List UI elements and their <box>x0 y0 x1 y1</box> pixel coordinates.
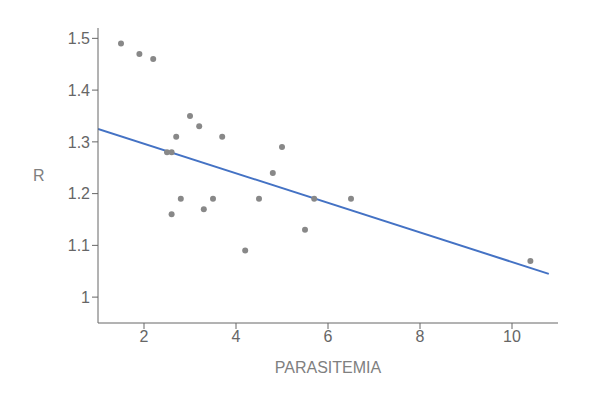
svg-text:PARASITEMIA: PARASITEMIA <box>275 359 382 376</box>
svg-text:1.5: 1.5 <box>68 30 90 47</box>
svg-text:8: 8 <box>416 328 425 345</box>
svg-text:1.2: 1.2 <box>68 185 90 202</box>
svg-text:R: R <box>33 167 45 184</box>
svg-text:6: 6 <box>324 328 333 345</box>
svg-text:4: 4 <box>232 328 241 345</box>
svg-text:1.4: 1.4 <box>68 82 90 99</box>
svg-text:1.3: 1.3 <box>68 134 90 151</box>
svg-text:1.1: 1.1 <box>68 237 90 254</box>
svg-text:2: 2 <box>140 328 149 345</box>
svg-text:1: 1 <box>81 289 90 306</box>
svg-text:10: 10 <box>503 328 521 345</box>
